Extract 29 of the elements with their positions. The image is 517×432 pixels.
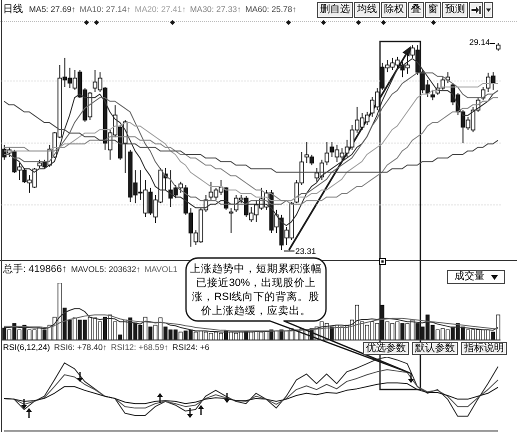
text: MA10: 27.14↑ [80, 4, 131, 15]
text: MAVOL1 [144, 264, 178, 275]
candlestick [324, 142, 330, 166]
text: MA30: 27.33↑ [190, 4, 242, 15]
dropdown: 成交量 [447, 270, 505, 284]
text: 窗 [425, 2, 441, 18]
series-label: 总手: 419866↑ [3, 264, 67, 276]
chart-title: 日线 [3, 4, 23, 16]
candlestick [480, 86, 486, 101]
text: MA5: 27.69↑ [29, 4, 76, 15]
text: 优选参数 [363, 342, 409, 355]
text: 预测 [442, 2, 468, 18]
text: MA60: 25.78↑ [245, 4, 296, 15]
annotation: 上涨趋势中，短期累积涨幅已接近30%，出现股价上涨，RSI线向下的背离。股价上涨趋缓，应卖出。 [190, 262, 322, 318]
text: RSI24: +6 [172, 342, 210, 353]
text: 均线 [354, 2, 380, 18]
text: RSI12: +68.59↑ [110, 342, 168, 353]
series-label: RSI6: +78.40↑ [54, 342, 107, 353]
text: 除权 [381, 2, 407, 18]
annotation: 23.31 [295, 246, 316, 257]
text: 指标说明 [461, 342, 507, 355]
text: 叠 [408, 2, 424, 18]
annotation: 29.14 [469, 36, 490, 48]
text: MAVOL5: 203632↑ [70, 264, 140, 275]
legend-title: RSI(6,12,24) [3, 342, 50, 353]
candlestick [228, 208, 234, 234]
text: MA20: 27.41↑ [134, 4, 186, 15]
text: 默认参数 [412, 342, 458, 355]
text: 删自选 [317, 2, 353, 18]
